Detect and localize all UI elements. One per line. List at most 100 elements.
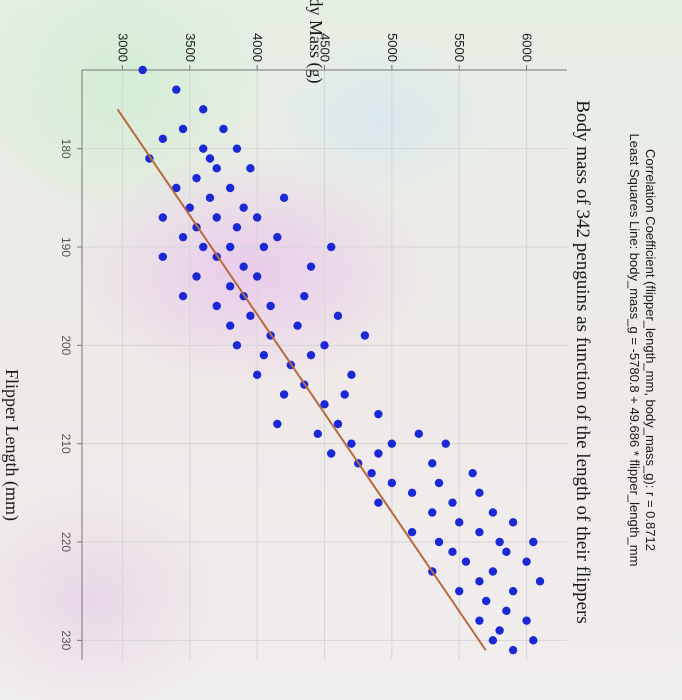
data-point (225, 183, 235, 193)
data-point (252, 213, 262, 222)
data-point (508, 586, 518, 596)
data-point (172, 183, 181, 193)
data-point (239, 203, 248, 212)
data-point (407, 488, 417, 498)
data-point (488, 636, 498, 645)
data-point (428, 459, 437, 468)
data-point (374, 498, 383, 507)
y-tick-label: 4000 (250, 33, 265, 62)
data-point (320, 400, 329, 409)
data-point (522, 557, 531, 566)
data-point (232, 341, 242, 350)
data-point (219, 124, 228, 134)
data-point (461, 557, 471, 566)
data-point (333, 419, 343, 429)
data-point (529, 537, 538, 547)
data-point (279, 390, 289, 399)
data-point (273, 232, 282, 242)
data-point (320, 341, 329, 350)
data-point (455, 518, 464, 527)
data-point (199, 242, 208, 252)
data-points (138, 65, 545, 655)
data-point (252, 272, 262, 281)
data-point (158, 252, 168, 262)
x-tick-label: 230 (59, 630, 73, 650)
data-point (448, 547, 457, 557)
y-tick-label: 3000 (115, 33, 130, 62)
data-point (246, 164, 255, 173)
data-point (246, 311, 255, 321)
x-tick-label: 180 (59, 139, 73, 159)
data-point (347, 439, 356, 448)
data-point (327, 242, 336, 252)
data-point (239, 262, 248, 271)
header-line2: Least Squares Line: body_mass_g = -5780.… (627, 134, 642, 567)
data-point (178, 232, 188, 242)
data-point (192, 272, 201, 281)
data-point (178, 291, 188, 301)
tick-labels: 3000 3500 4000 4500 5000 5500 6000 180 190 200 210… (59, 33, 535, 651)
data-point (495, 537, 504, 547)
data-point (192, 173, 201, 183)
data-point (347, 370, 356, 380)
data-point (178, 124, 188, 134)
data-point (158, 134, 168, 144)
y-axis-title: Body Mass (g) (305, 0, 326, 84)
x-axis-title: Flipper Length (mm) (1, 369, 22, 521)
data-point (313, 429, 322, 439)
data-point (232, 144, 242, 153)
y-tick-label: 3500 (183, 33, 198, 62)
data-point (475, 616, 484, 625)
data-point (232, 223, 242, 232)
data-point (468, 468, 477, 478)
data-point (279, 193, 289, 203)
chart-title: Body mass of 342 penguins as function of… (572, 100, 593, 623)
data-point (488, 508, 498, 517)
data-point (266, 301, 275, 311)
data-point (212, 213, 221, 222)
data-point (252, 370, 262, 380)
data-point (374, 409, 383, 419)
data-point (502, 547, 511, 557)
least-squares-line (116, 108, 487, 651)
data-point (374, 449, 383, 458)
x-tick-label: 200 (59, 335, 73, 355)
data-point (225, 282, 235, 291)
data-point (414, 429, 424, 439)
data-point (225, 242, 235, 252)
data-point (529, 636, 538, 645)
data-point (434, 478, 444, 488)
data-point (475, 577, 484, 586)
data-point (387, 439, 397, 448)
grid (82, 70, 567, 660)
data-point (508, 518, 518, 527)
data-point (448, 498, 457, 507)
data-point (293, 321, 302, 330)
data-point (259, 350, 269, 360)
y-tick-label: 6000 (520, 33, 535, 62)
data-point (360, 331, 370, 340)
data-point (475, 488, 484, 498)
y-tick-label: 4500 (318, 33, 333, 62)
data-point (306, 350, 316, 360)
data-point (488, 567, 498, 576)
data-point (259, 242, 269, 252)
x-tick-label: 220 (59, 532, 73, 552)
data-point (158, 213, 168, 222)
data-point (205, 193, 215, 203)
data-point (434, 537, 444, 547)
header-line1: Correlation Coefficient (flipper_length_… (643, 149, 658, 551)
data-point (333, 311, 343, 321)
data-point (455, 586, 464, 596)
data-point (387, 478, 397, 488)
data-point (205, 154, 215, 163)
data-point (327, 449, 336, 458)
data-point (212, 301, 221, 311)
x-tick-label: 210 (59, 434, 73, 454)
data-point (199, 105, 208, 114)
y-tick-label: 5000 (385, 33, 400, 62)
data-point (441, 439, 450, 448)
x-tick-label: 190 (59, 237, 73, 257)
data-point (199, 144, 208, 153)
